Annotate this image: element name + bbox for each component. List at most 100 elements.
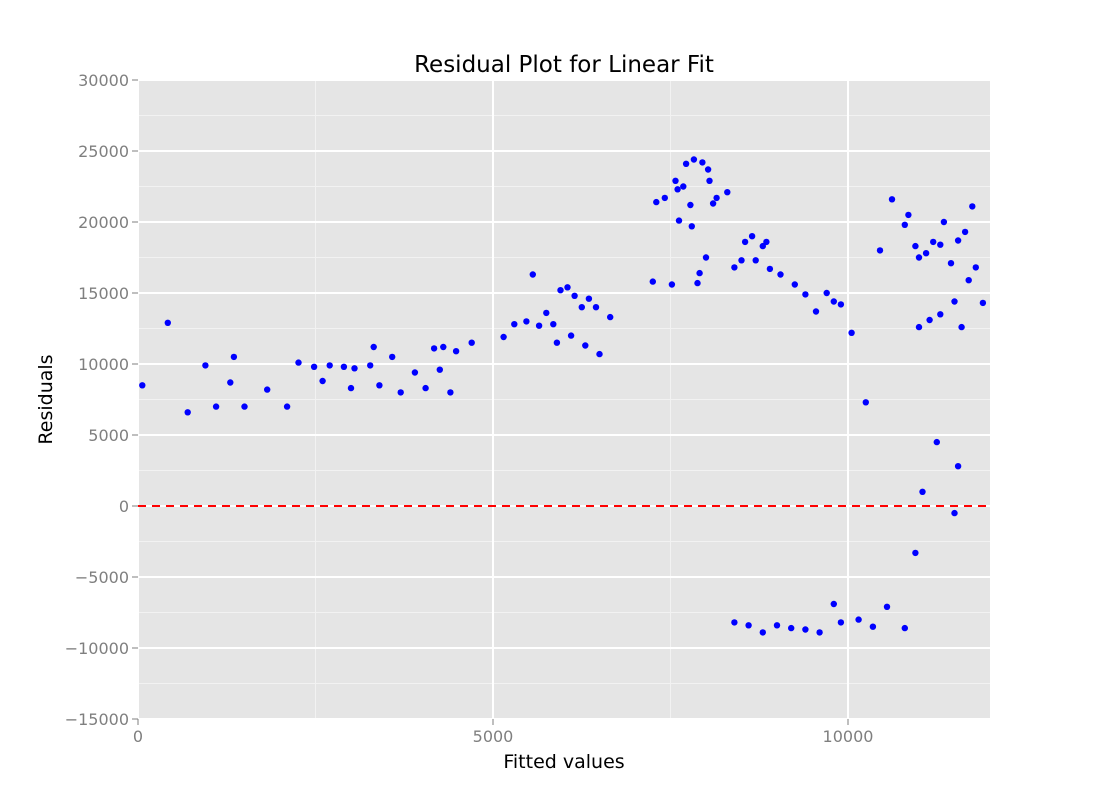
data-point <box>731 264 738 271</box>
data-point <box>724 189 731 196</box>
data-point <box>706 177 713 184</box>
data-point <box>370 343 377 351</box>
data-point <box>212 403 220 410</box>
x-axis-title: Fitted values <box>503 751 624 773</box>
data-point <box>741 238 749 246</box>
data-point <box>184 409 191 416</box>
data-point <box>752 257 759 264</box>
data-point <box>954 463 962 470</box>
data-point <box>915 323 923 331</box>
data-point <box>940 218 948 226</box>
data-point <box>607 313 614 321</box>
data-point <box>961 228 969 236</box>
data-point <box>919 488 926 495</box>
data-point <box>578 304 585 311</box>
data-point <box>777 271 784 278</box>
data-point <box>888 196 896 203</box>
x-tick-label: 5000 <box>473 727 514 746</box>
data-point <box>202 362 209 369</box>
data-point <box>773 622 781 629</box>
data-point <box>675 217 683 224</box>
data-point <box>596 350 603 358</box>
data-point <box>699 159 706 166</box>
data-point <box>241 403 248 410</box>
data-point <box>951 509 958 517</box>
data-point <box>855 616 862 623</box>
data-point <box>688 223 695 230</box>
data-point <box>802 626 809 633</box>
data-point <box>668 281 676 288</box>
data-point <box>763 238 770 246</box>
data-point <box>816 629 823 636</box>
data-point <box>571 292 578 299</box>
y-axis-title: Residuals <box>35 354 57 444</box>
data-point <box>862 399 869 406</box>
data-point <box>347 384 355 392</box>
data-point <box>295 359 302 366</box>
data-point <box>376 382 383 389</box>
data-point <box>926 316 933 324</box>
data-point <box>912 549 919 557</box>
x-axis-ticks: 0 5000 10000 <box>133 719 873 746</box>
data-point <box>674 186 681 193</box>
data-point <box>883 603 891 610</box>
data-point <box>876 247 884 254</box>
data-point <box>930 238 937 246</box>
data-point <box>351 365 358 372</box>
data-point <box>937 311 944 318</box>
data-point <box>972 264 979 271</box>
data-point <box>933 438 940 446</box>
y-tick-label: 25000 <box>78 142 129 161</box>
chart-title: Residual Plot for Linear Fit <box>414 52 714 78</box>
data-point <box>979 299 987 307</box>
data-point <box>264 386 271 393</box>
y-tick-label: 10000 <box>78 355 129 374</box>
data-point <box>748 233 756 240</box>
x-tick-label: 0 <box>133 727 143 746</box>
data-point <box>653 198 660 206</box>
data-point <box>592 304 600 311</box>
data-point <box>585 295 593 302</box>
data-point <box>230 353 238 361</box>
data-point <box>164 319 171 326</box>
data-point <box>745 622 752 629</box>
data-point <box>951 298 958 305</box>
data-point <box>529 271 536 278</box>
data-point <box>696 269 703 277</box>
data-point <box>704 166 712 173</box>
data-point <box>848 329 855 336</box>
data-point <box>557 287 564 294</box>
data-point <box>564 284 571 291</box>
data-point <box>411 369 419 376</box>
data-point <box>687 201 694 209</box>
data-point <box>802 291 809 298</box>
data-point <box>837 301 845 308</box>
data-point <box>766 265 774 273</box>
data-point <box>672 177 679 184</box>
data-point <box>905 211 912 219</box>
data-point <box>661 194 668 202</box>
data-point <box>901 624 908 632</box>
data-point <box>690 156 698 163</box>
data-point <box>937 241 944 248</box>
y-tick-label: 5000 <box>88 426 129 445</box>
y-tick-label: 20000 <box>78 213 129 232</box>
data-point <box>326 362 333 369</box>
data-point <box>468 339 475 346</box>
data-point <box>582 342 589 349</box>
data-point <box>759 629 766 636</box>
data-point <box>738 257 745 264</box>
data-point <box>319 377 326 385</box>
data-point <box>954 237 962 244</box>
data-point <box>901 221 908 228</box>
data-point <box>947 260 955 267</box>
y-tick-label: −5000 <box>75 568 129 587</box>
data-point <box>709 200 717 207</box>
data-point <box>567 332 575 339</box>
y-tick-label: −15000 <box>65 710 129 729</box>
y-tick-label: 30000 <box>78 71 129 90</box>
data-point <box>452 348 460 355</box>
data-point <box>965 277 972 284</box>
data-point <box>830 600 837 608</box>
